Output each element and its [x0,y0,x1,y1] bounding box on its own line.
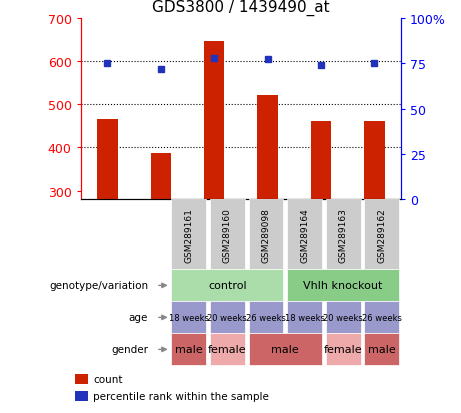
Bar [248,200,284,270]
Bar [364,200,399,270]
Text: gender: gender [111,344,148,354]
Text: genotype/variation: genotype/variation [49,281,148,291]
Text: male: male [175,344,203,354]
Bar [204,42,225,200]
Text: GSM289161: GSM289161 [184,207,193,262]
Text: 26 weeks: 26 weeks [362,313,402,322]
Bar [248,334,322,366]
Bar [151,153,171,200]
Bar [287,270,399,301]
Text: 20 weeks: 20 weeks [323,313,363,322]
Bar [75,392,88,401]
Text: 18 weeks: 18 weeks [284,313,325,322]
Text: 26 weeks: 26 weeks [246,313,286,322]
Bar [364,301,399,334]
Bar [171,334,206,366]
Text: age: age [129,313,148,323]
Text: female: female [208,344,247,354]
Bar [210,334,245,366]
Text: male: male [368,344,396,354]
Bar [171,200,206,270]
Bar [364,334,399,366]
Text: Vhlh knockout: Vhlh knockout [303,281,383,291]
Bar [311,122,331,200]
Text: female: female [324,344,362,354]
Bar [171,301,206,334]
Text: GSM289098: GSM289098 [261,207,271,262]
Text: male: male [272,344,299,354]
Bar [326,301,361,334]
Bar [97,120,118,200]
Text: control: control [208,281,247,291]
Bar [364,122,384,200]
Bar [171,270,284,301]
Bar [210,301,245,334]
Bar [287,301,322,334]
Text: 18 weeks: 18 weeks [169,313,209,322]
Text: GSM289160: GSM289160 [223,207,232,262]
Bar [210,200,245,270]
Title: GDS3800 / 1439490_at: GDS3800 / 1439490_at [152,0,330,16]
Text: GSM289164: GSM289164 [300,207,309,262]
Text: GSM289163: GSM289163 [339,207,348,262]
Text: GSM289162: GSM289162 [377,207,386,262]
Bar [287,200,322,270]
Text: percentile rank within the sample: percentile rank within the sample [93,392,269,401]
Bar [326,334,361,366]
Text: 20 weeks: 20 weeks [207,313,247,322]
Bar [326,200,361,270]
Bar [257,95,278,200]
Bar [248,301,284,334]
Text: count: count [93,374,122,384]
Bar [75,374,88,384]
